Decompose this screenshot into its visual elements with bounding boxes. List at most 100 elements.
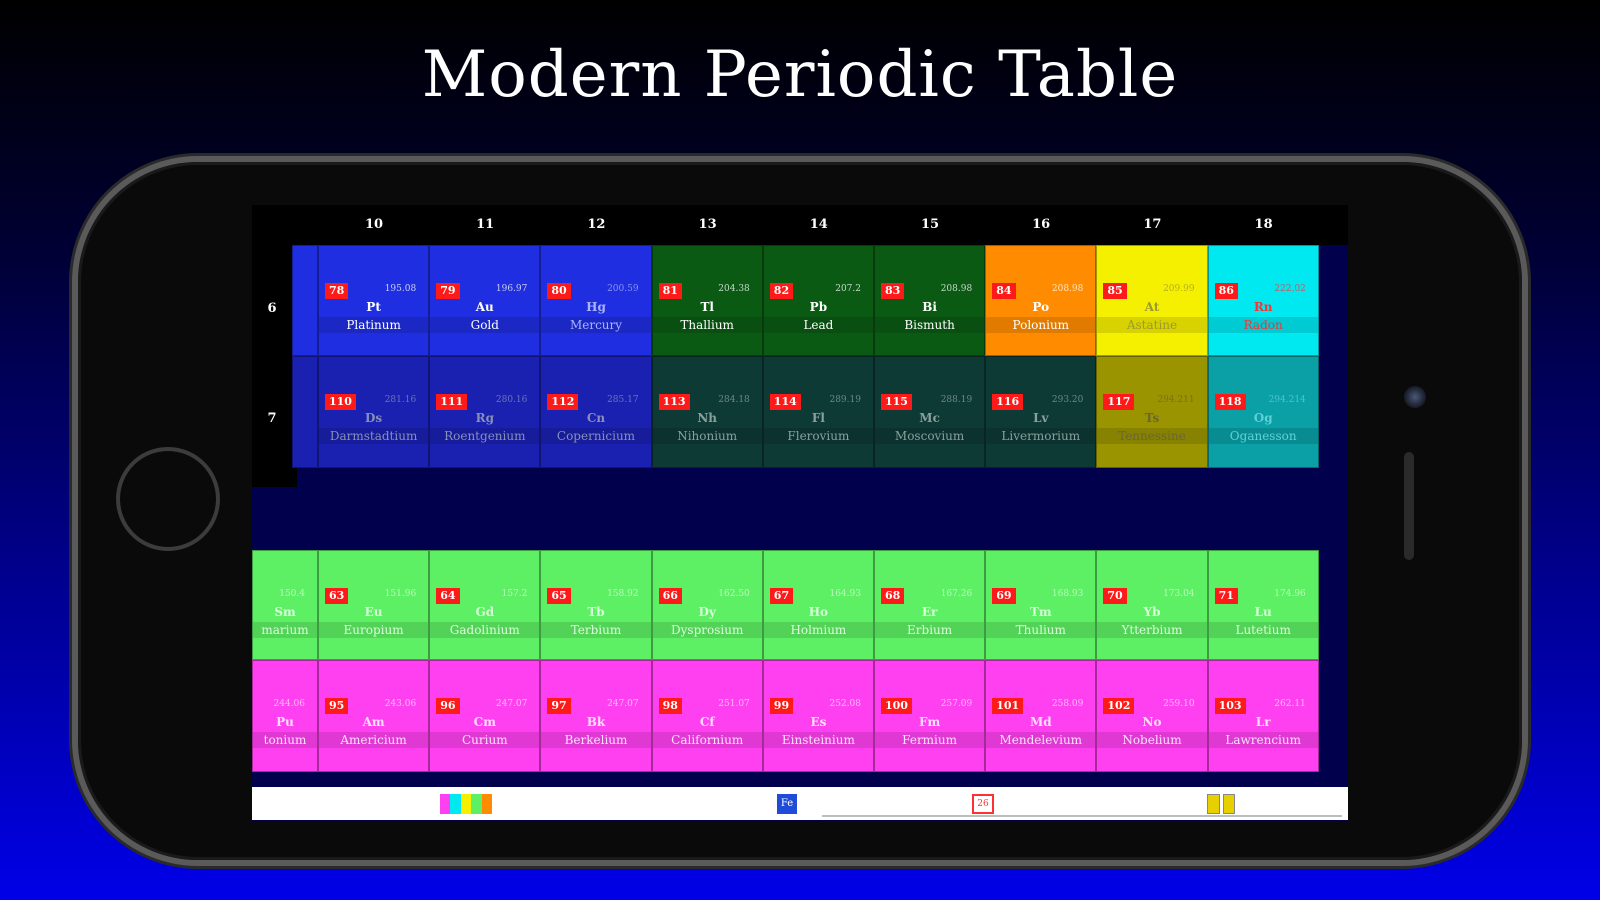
atomic-number: 112 bbox=[547, 394, 579, 410]
page-title: Modern Periodic Table bbox=[421, 38, 1179, 112]
element-symbol: Pt bbox=[366, 300, 381, 314]
camera-icon bbox=[1404, 386, 1426, 408]
element-cell-dy[interactable]: 66 162.50 Dy Dysprosium bbox=[651, 550, 763, 660]
element-symbol: Dy bbox=[698, 605, 716, 619]
element-cell-pb[interactable]: 82 207.2 Pb Lead bbox=[762, 245, 874, 356]
atomic-number: 102 bbox=[1103, 698, 1135, 714]
element-cell-lu[interactable]: 71 174.96 Lu Lutetium bbox=[1207, 550, 1319, 660]
element-cell-pu[interactable]: 244.06 Pu tonium bbox=[252, 660, 318, 772]
color-legend-icon[interactable] bbox=[440, 794, 493, 814]
period-label-7: 7 bbox=[267, 411, 277, 426]
element-cell-lr[interactable]: 103 262.11 Lr Lawrencium bbox=[1207, 660, 1319, 772]
atomic-mass: 150.4 bbox=[279, 589, 305, 599]
element-symbol: At bbox=[1144, 300, 1160, 314]
atomic-number: 118 bbox=[1214, 394, 1246, 410]
atomic-number: 101 bbox=[992, 698, 1024, 714]
element-cell-eu[interactable]: 63 151.96 Eu Europium bbox=[318, 550, 430, 660]
atomic-number: 84 bbox=[992, 283, 1016, 299]
atomic-mass: 195.08 bbox=[384, 284, 417, 294]
group-header-row bbox=[252, 205, 1348, 245]
element-name: Californium bbox=[652, 732, 762, 748]
element-name: Oganesson bbox=[1208, 428, 1318, 444]
element-symbol: Rn bbox=[1253, 300, 1273, 314]
element-cell-ds[interactable]: 110 281.16 Ds Darmstadtium bbox=[318, 356, 430, 468]
element-symbol: Pb bbox=[809, 300, 828, 314]
element-cell-tb[interactable]: 65 158.92 Tb Terbium bbox=[540, 550, 652, 660]
element-cell-nh[interactable]: 113 284.18 Nh Nihonium bbox=[651, 356, 763, 468]
element-name: Astatine bbox=[1097, 317, 1207, 333]
element-name: Europium bbox=[319, 622, 429, 638]
atomic-mass: 288.19 bbox=[940, 395, 973, 405]
element-name: Platinum bbox=[319, 317, 429, 333]
element-name: Erbium bbox=[875, 622, 985, 638]
element-cell-partial[interactable] bbox=[292, 245, 318, 356]
element-cell-rg[interactable]: 111 280.16 Rg Roentgenium bbox=[429, 356, 541, 468]
home-button[interactable] bbox=[116, 447, 220, 551]
element-cell-es[interactable]: 99 252.08 Es Einsteinium bbox=[762, 660, 874, 772]
element-cell-au[interactable]: 79 196.97 Au Gold bbox=[429, 245, 541, 356]
element-cell-yb[interactable]: 70 173.04 Yb Ytterbium bbox=[1096, 550, 1208, 660]
atomic-number: 80 bbox=[547, 283, 571, 299]
element-cell-am[interactable]: 95 243.06 Am Americium bbox=[318, 660, 430, 772]
element-symbol: Mc bbox=[919, 411, 940, 425]
element-symbol: Lr bbox=[1255, 715, 1271, 729]
element-name: Nobelium bbox=[1097, 732, 1207, 748]
atomic-number-icon[interactable]: 26 bbox=[972, 794, 994, 814]
element-name: Einsteinium bbox=[763, 732, 873, 748]
element-cell-fl[interactable]: 114 289.19 Fl Flerovium bbox=[762, 356, 874, 468]
element-cell-mc[interactable]: 115 288.19 Mc Moscovium bbox=[874, 356, 986, 468]
element-cell-po[interactable]: 84 208.98 Po Polonium bbox=[985, 245, 1097, 356]
element-cell-cm[interactable]: 96 247.07 Cm Curium bbox=[429, 660, 541, 772]
element-cell-og[interactable]: 118 294.214 Og Oganesson bbox=[1207, 356, 1319, 468]
atomic-mass: 259.10 bbox=[1163, 699, 1195, 709]
atomic-mass: 247.07 bbox=[607, 699, 639, 709]
element-cell-tm[interactable]: 69 168.93 Tm Thulium bbox=[985, 550, 1097, 660]
atomic-mass: 251.07 bbox=[718, 699, 750, 709]
element-view-icon[interactable]: Fe bbox=[777, 794, 797, 814]
element-cell-lv[interactable]: 116 293.20 Lv Livermorium bbox=[985, 356, 1097, 468]
element-symbol: No bbox=[1142, 715, 1162, 729]
element-cell-sm[interactable]: 150.4 Sm marium bbox=[252, 550, 318, 660]
element-cell-fm[interactable]: 100 257.09 Fm Fermium bbox=[874, 660, 986, 772]
element-cell-tl[interactable]: 81 204.38 Tl Thallium bbox=[651, 245, 763, 356]
atomic-mass: 174.96 bbox=[1274, 589, 1306, 599]
bottom-toolbar: Fe 26 bbox=[252, 787, 1348, 820]
element-cell-md[interactable]: 101 258.09 Md Mendelevium bbox=[985, 660, 1097, 772]
element-cell-cn[interactable]: 112 285.17 Cn Copernicium bbox=[540, 356, 652, 468]
element-cell-partial[interactable] bbox=[292, 356, 318, 468]
element-cell-pt[interactable]: 78 195.08 Pt Platinum bbox=[318, 245, 430, 356]
atomic-mass: 285.17 bbox=[607, 395, 639, 405]
atomic-mass: 244.06 bbox=[273, 699, 306, 709]
lanthanide-toggle-icon[interactable] bbox=[1207, 794, 1235, 814]
element-cell-at[interactable]: 85 209.99 At Astatine bbox=[1096, 245, 1208, 356]
element-name: Berkelium bbox=[541, 732, 651, 748]
atomic-number: 96 bbox=[436, 698, 460, 714]
element-symbol: Fm bbox=[918, 715, 941, 729]
atomic-number: 117 bbox=[1103, 394, 1135, 410]
element-cell-no[interactable]: 102 259.10 No Nobelium bbox=[1096, 660, 1208, 772]
side-speaker bbox=[1404, 452, 1414, 560]
atomic-number: 86 bbox=[1214, 283, 1238, 299]
atomic-number: 99 bbox=[769, 698, 794, 714]
element-cell-rn[interactable]: 86 222.02 Rn Radon bbox=[1207, 245, 1319, 356]
element-symbol: Md bbox=[1029, 715, 1052, 729]
element-cell-bi[interactable]: 83 208.98 Bi Bismuth bbox=[874, 245, 986, 356]
element-cell-cf[interactable]: 98 251.07 Cf Californium bbox=[651, 660, 763, 772]
atomic-mass: 167.26 bbox=[940, 589, 973, 599]
element-cell-bk[interactable]: 97 247.07 Bk Berkelium bbox=[540, 660, 652, 772]
element-cell-er[interactable]: 68 167.26 Er Erbium bbox=[874, 550, 986, 660]
atomic-mass: 196.97 bbox=[495, 284, 528, 294]
element-symbol: Ds bbox=[365, 411, 383, 425]
element-symbol: Fl bbox=[811, 411, 825, 425]
element-cell-ts[interactable]: 117 294.211 Ts Tennessine bbox=[1096, 356, 1208, 468]
atomic-mass: 258.09 bbox=[1051, 699, 1084, 709]
element-name: Moscovium bbox=[875, 428, 985, 444]
atomic-number: 95 bbox=[325, 698, 349, 714]
element-cell-hg[interactable]: 80 200.59 Hg Mercury bbox=[540, 245, 652, 356]
element-name: Lead bbox=[763, 317, 873, 333]
element-cell-gd[interactable]: 64 157.2 Gd Gadolinium bbox=[429, 550, 541, 660]
atomic-number: 66 bbox=[658, 588, 682, 604]
element-cell-ho[interactable]: 67 164.93 Ho Holmium bbox=[762, 550, 874, 660]
atomic-mass: 257.09 bbox=[940, 699, 973, 709]
atomic-mass: 293.20 bbox=[1051, 395, 1084, 405]
